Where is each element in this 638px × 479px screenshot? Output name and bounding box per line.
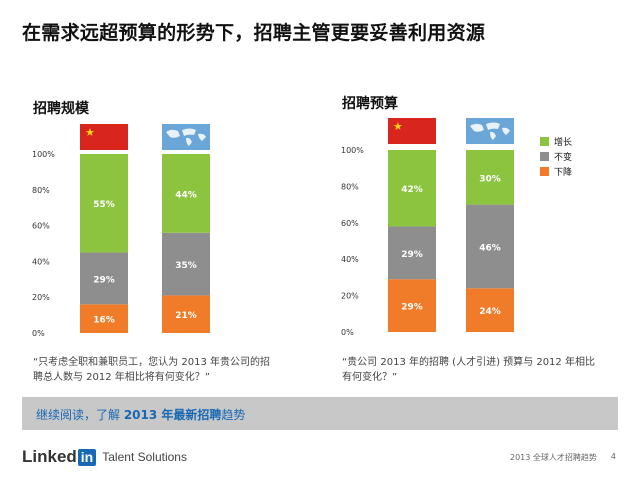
legend-swatch-flat [540,152,549,161]
legend-swatch-increase [540,137,549,146]
linkedin-logo: Linked in Talent Solutions [22,447,187,467]
bar-segment [80,252,128,305]
read-more-banner[interactable]: 继续阅读，了解 2013 年最新招聘趋势 [22,397,618,430]
data-label: 21% [175,311,197,321]
legend-label-decrease: 下降 [554,168,573,178]
data-label: 24% [479,307,501,317]
data-label: 16% [93,316,115,326]
right-panel-heading: 招聘预算 [342,96,398,112]
logo-text: Linked [22,447,77,466]
china-flag-icon: ★ [388,118,436,144]
china-flag-icon: ★ [80,124,128,150]
y-tick-label: 60% [32,222,50,231]
logo-subtitle: Talent Solutions [102,450,187,464]
y-tick-label: 40% [32,257,50,266]
bar-segment [162,295,210,333]
bar-segment [162,154,210,233]
left-panel-heading: 招聘规模 [33,101,89,117]
y-tick-label: 80% [32,186,50,195]
bar-segment [80,154,128,253]
legend-label-flat: 不变 [554,153,573,163]
banner-suffix: 趋势 [221,408,246,422]
data-label: 44% [175,190,197,200]
data-label: 42% [401,185,423,195]
right-caption-line2: 有何变化？” [342,372,398,383]
right-caption: “贵公司 2013 年的招聘 (人才引进) 预算与 2012 年相比 有何变化？… [342,355,595,385]
left-caption-line1: “只考虑全职和兼职员工，您认为 2013 年贵公司的招 [33,357,270,368]
banner-highlight: 2013 年最新招聘 [123,408,222,422]
bar-segment [162,232,210,296]
page-footer: 2013 全球人才招聘趋势 4 [510,452,616,463]
legend-swatch-decrease [540,167,549,176]
bar-segment [388,226,436,280]
right-caption-line1: “贵公司 2013 年的招聘 (人才引进) 预算与 2012 年相比 [342,357,595,368]
read-more-link[interactable]: 继续阅读，了解 2013 年最新招聘趋势 [36,406,245,423]
legend-increase: 增长 [540,135,572,148]
banner-prefix: 继续阅读，了解 [36,408,124,422]
y-tick-label: 0% [32,329,45,338]
y-tick-label: 100% [341,146,364,155]
world-map-icon [162,124,210,150]
legend-flat: 不变 [540,150,572,163]
y-tick-label: 60% [341,219,359,228]
left-caption: “只考虑全职和兼职员工，您认为 2013 年贵公司的招 聘总人数与 2012 年… [33,355,270,385]
page-title: 在需求远超预算的形势下，招聘主管更要妥善利用资源 [22,22,486,44]
legend-label-increase: 增长 [554,138,573,148]
y-tick-label: 0% [341,328,354,337]
world-map-icon [466,118,514,144]
data-label: 55% [93,200,115,210]
bar-segment [466,288,514,332]
left-caption-line2: 聘总人数与 2012 年相比将有何变化？” [33,372,210,383]
report-name: 2013 全球人才招聘趋势 [510,453,597,462]
data-label: 29% [93,275,115,285]
bar-segment [466,150,514,205]
y-tick-label: 40% [341,255,359,264]
legend-decrease: 下降 [540,165,572,178]
data-label: 29% [401,250,423,260]
y-tick-label: 100% [32,150,55,159]
bar-segment [80,304,128,333]
bar-segment [388,150,436,227]
y-tick-label: 80% [341,182,359,191]
y-tick-label: 20% [32,293,50,302]
logo-in-badge: in [77,448,97,466]
data-label: 29% [401,303,423,313]
y-tick-label: 20% [341,292,359,301]
bar-segment [466,204,514,289]
data-label: 30% [479,174,501,184]
bar-segment [388,279,436,332]
data-label: 35% [175,261,197,271]
page-number: 4 [610,452,616,461]
data-label: 46% [479,243,501,253]
